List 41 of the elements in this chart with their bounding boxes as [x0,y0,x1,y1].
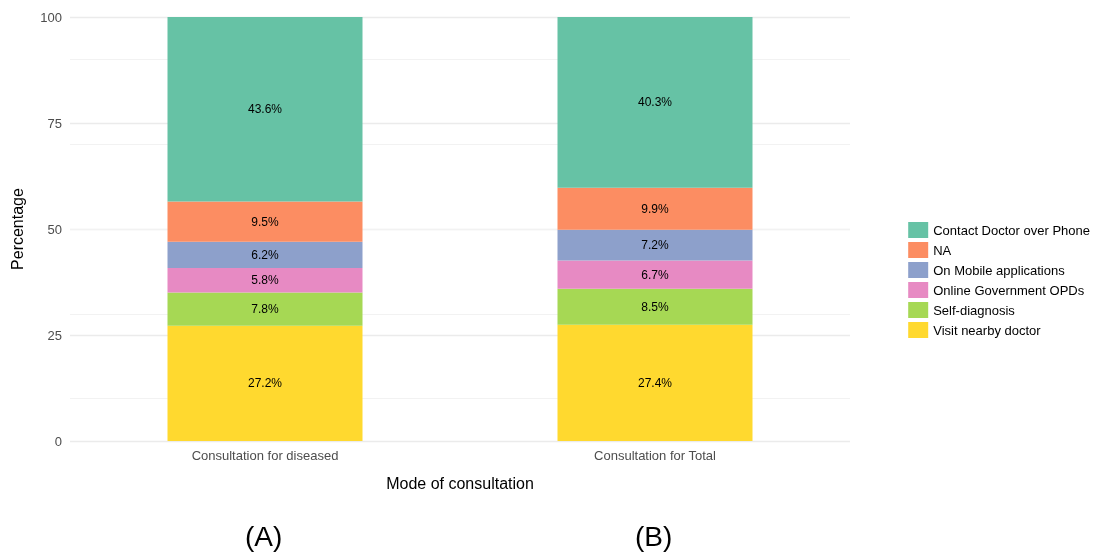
bar [557,229,753,261]
bar [557,288,753,325]
bar [167,292,363,326]
y-tick-label: 50 [47,221,62,237]
data-label: 6.2% [251,247,279,262]
x-tick-label: Consultation for Total [594,448,717,463]
y-tick-label: 25 [47,327,62,343]
x-tick-label: Consultation for diseased [191,448,339,463]
data-label: 7.8% [251,302,279,317]
text: (B) [635,520,673,552]
data-label: 27.4% [637,375,673,390]
x-axis-title: Mode of consultation [386,474,534,492]
data-label: 43.6% [247,102,283,117]
legend-label: On Mobile applications [933,262,1066,278]
y-axis-title: Percentage [8,187,26,270]
data-label: 40.3% [637,95,673,110]
legend-label: Contact Doctor over Phone [933,222,1091,238]
data-label: 7.2% [641,238,669,253]
bar [557,324,753,441]
legend-label: Self-diagnosis [933,302,1016,318]
data-label: 6.7% [641,267,669,282]
bar [167,241,363,269]
text: (A) [245,520,283,552]
legend-label: NA [933,242,952,258]
y-tick-label: 100 [40,9,62,25]
bar [167,201,363,242]
data-label: 8.5% [641,299,669,314]
bar [557,17,753,188]
legend-label: Online Government OPDs [933,282,1085,298]
bar [167,268,363,293]
data-label: 5.8% [251,273,279,288]
y-tick-label: 75 [47,115,62,131]
data-label: 9.5% [251,214,279,229]
y-tick-label: 0 [54,433,62,449]
bar [557,260,753,289]
bar [557,187,753,230]
bar [167,325,363,441]
data-label: 27.2% [247,376,283,391]
data-label: 9.9% [641,201,669,216]
legend-label: Visit nearby doctor [933,322,1042,338]
bar [167,17,363,202]
